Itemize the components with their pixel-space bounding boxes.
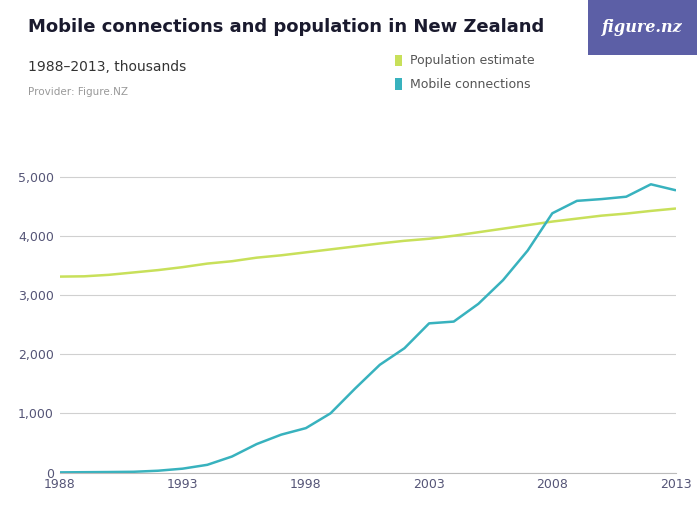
Text: Population estimate: Population estimate [410, 54, 535, 67]
Text: Provider: Figure.NZ: Provider: Figure.NZ [28, 87, 128, 97]
Text: Mobile connections: Mobile connections [410, 78, 531, 90]
Text: Mobile connections and population in New Zealand: Mobile connections and population in New… [28, 18, 545, 36]
Text: 1988–2013, thousands: 1988–2013, thousands [28, 60, 186, 75]
Text: figure.nz: figure.nz [602, 19, 682, 36]
